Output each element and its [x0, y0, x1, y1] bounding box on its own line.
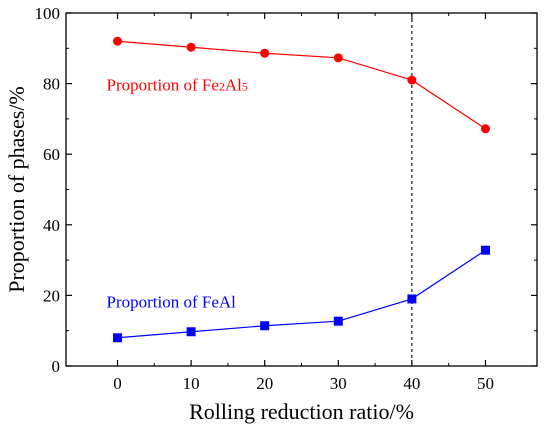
- series-line: [117, 249, 486, 339]
- data-point: [407, 294, 417, 304]
- y-axis-label: Proportion of phases/%: [4, 86, 29, 293]
- data-point: [407, 75, 417, 85]
- series-label: Proportion of FeAl: [107, 293, 237, 312]
- data-point: [260, 48, 270, 58]
- series-label-part: Proportion of Fe: [107, 76, 219, 95]
- y-tick-label: 100: [35, 4, 61, 23]
- x-tick-label: 0: [113, 374, 122, 393]
- series-label-part: 2: [219, 80, 225, 94]
- series-label-part: 5: [242, 80, 248, 94]
- plot-frame: [65, 12, 538, 367]
- data-point: [333, 53, 343, 63]
- data-point: [480, 124, 490, 134]
- data-point: [186, 42, 196, 52]
- data-point: [113, 333, 123, 343]
- series-label-part: Al: [225, 76, 242, 95]
- y-tick-label: 20: [43, 286, 60, 305]
- data-point: [260, 321, 270, 331]
- x-tick-label: 50: [477, 374, 494, 393]
- series-line: [117, 40, 486, 130]
- series-label: Proportion of Fe2Al5: [107, 76, 248, 95]
- y-tick-label: 40: [43, 216, 60, 235]
- x-tick-label: 30: [330, 374, 347, 393]
- data-point: [113, 36, 123, 46]
- x-tick-label: 10: [183, 374, 200, 393]
- y-tick-label: 0: [52, 357, 61, 376]
- x-tick-label: 20: [256, 374, 273, 393]
- data-point: [480, 245, 490, 255]
- x-axis-label: Rolling reduction ratio/%: [189, 399, 414, 424]
- x-tick-label: 40: [403, 374, 420, 393]
- data-point: [186, 327, 196, 337]
- y-tick-label: 80: [43, 75, 60, 94]
- series-label-part: Proportion of FeAl: [107, 293, 237, 312]
- y-tick-label: 60: [43, 145, 60, 164]
- data-point: [333, 316, 343, 326]
